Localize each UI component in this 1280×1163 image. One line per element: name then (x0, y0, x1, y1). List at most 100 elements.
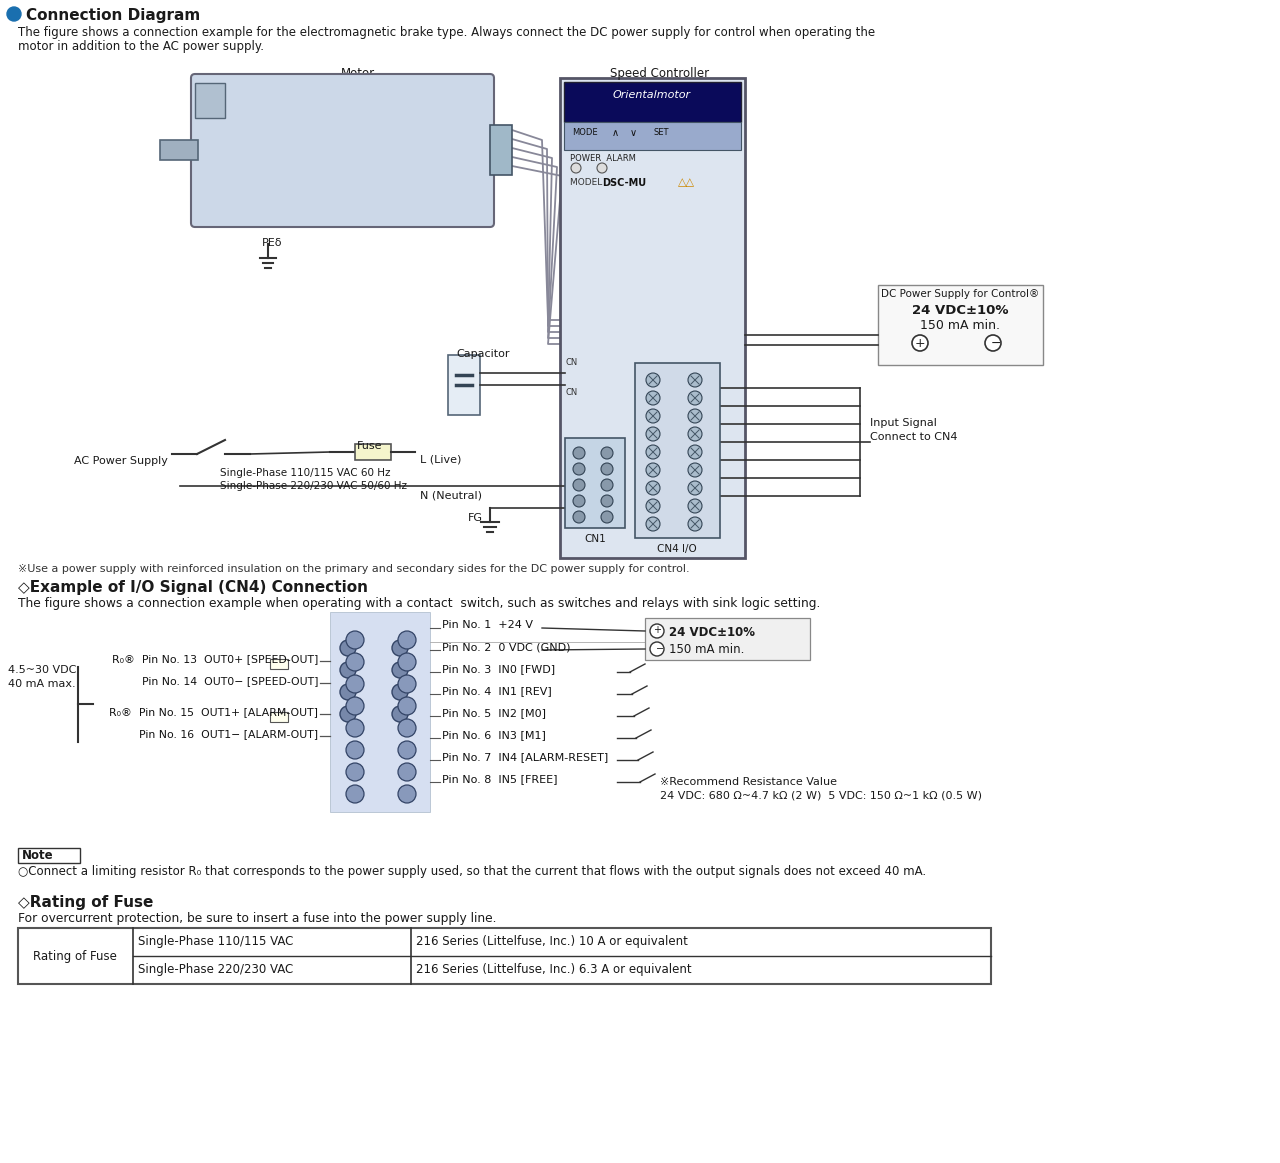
Circle shape (650, 625, 664, 638)
Circle shape (346, 652, 364, 671)
Text: ○Connect a limiting resistor R₀ that corresponds to the power supply used, so th: ○Connect a limiting resistor R₀ that cor… (18, 865, 927, 878)
Circle shape (346, 697, 364, 715)
Circle shape (689, 463, 701, 477)
Bar (355, 444, 390, 461)
Circle shape (602, 447, 613, 459)
Text: 150 mA min.: 150 mA min. (920, 319, 1000, 331)
Text: The figure shows a connection example for the electromagnetic brake type. Always: The figure shows a connection example fo… (18, 26, 876, 40)
Circle shape (602, 463, 613, 475)
Circle shape (646, 391, 660, 405)
Circle shape (573, 463, 585, 475)
Circle shape (596, 163, 607, 173)
Circle shape (573, 495, 585, 507)
Circle shape (646, 373, 660, 387)
Text: ◇Rating of Fuse: ◇Rating of Fuse (18, 896, 154, 909)
Text: MODE: MODE (572, 128, 598, 137)
Text: Note: Note (22, 849, 54, 862)
Circle shape (573, 447, 585, 459)
Circle shape (646, 499, 660, 513)
Text: AC Power Supply: AC Power Supply (74, 456, 168, 466)
Text: Pin No. 1  +24 V: Pin No. 1 +24 V (442, 620, 532, 630)
Text: Connect to CN4: Connect to CN4 (870, 431, 957, 442)
Circle shape (646, 481, 660, 495)
Text: ∨: ∨ (630, 128, 637, 138)
Text: ※Use a power supply with reinforced insulation on the primary and secondary side: ※Use a power supply with reinforced insu… (18, 564, 690, 575)
Circle shape (346, 741, 364, 759)
Text: CN: CN (564, 388, 577, 397)
Text: Pin No. 16  OUT1− [ALARM-OUT]: Pin No. 16 OUT1− [ALARM-OUT] (138, 729, 317, 739)
Text: 24 VDC: 680 Ω~4.7 kΩ (2 W)  5 VDC: 150 Ω~1 kΩ (0.5 W): 24 VDC: 680 Ω~4.7 kΩ (2 W) 5 VDC: 150 Ω~… (660, 791, 982, 801)
Bar (561, 78, 745, 558)
Text: −: − (655, 644, 664, 654)
Bar (878, 285, 1043, 365)
Text: MODEL: MODEL (570, 178, 605, 187)
Circle shape (650, 642, 664, 656)
Text: △△: △△ (678, 177, 695, 187)
Circle shape (602, 479, 613, 491)
Text: Pin No. 5  IN2 [M0]: Pin No. 5 IN2 [M0] (442, 708, 547, 718)
Text: PEδ: PEδ (262, 238, 283, 248)
Text: Speed Controller: Speed Controller (611, 67, 709, 80)
Circle shape (392, 662, 408, 678)
Text: DC Power Supply for Control®: DC Power Supply for Control® (881, 288, 1039, 299)
Circle shape (398, 763, 416, 782)
Circle shape (392, 684, 408, 700)
Bar (270, 712, 288, 722)
Text: Pin No. 4  IN1 [REV]: Pin No. 4 IN1 [REV] (442, 686, 552, 695)
Text: CN: CN (564, 358, 577, 368)
Text: Pin No. 6  IN3 [M1]: Pin No. 6 IN3 [M1] (442, 730, 545, 740)
Text: Pin No. 2  0 VDC (GND): Pin No. 2 0 VDC (GND) (442, 642, 571, 652)
Circle shape (689, 373, 701, 387)
Text: Orientalmotor: Orientalmotor (613, 90, 691, 100)
Text: +: + (915, 337, 925, 350)
Text: R₀®  Pin No. 15  OUT1+ [ALARM-OUT]: R₀® Pin No. 15 OUT1+ [ALARM-OUT] (109, 707, 317, 718)
Circle shape (392, 706, 408, 722)
Text: motor in addition to the AC power supply.: motor in addition to the AC power supply… (18, 40, 264, 53)
Text: R₀®  Pin No. 13  OUT0+ [SPEED-OUT]: R₀® Pin No. 13 OUT0+ [SPEED-OUT] (111, 654, 317, 664)
Circle shape (689, 409, 701, 423)
Bar (18, 848, 79, 863)
Text: FG: FG (468, 513, 483, 523)
Text: CN1: CN1 (584, 534, 605, 544)
Text: Single-Phase 110/115 VAC: Single-Phase 110/115 VAC (138, 935, 293, 948)
Circle shape (646, 463, 660, 477)
Circle shape (346, 632, 364, 649)
Text: 216 Series (Littelfuse, Inc.) 6.3 A or equivalent: 216 Series (Littelfuse, Inc.) 6.3 A or e… (416, 963, 691, 976)
Circle shape (340, 662, 356, 678)
Circle shape (689, 499, 701, 513)
Text: ※Recommend Resistance Value: ※Recommend Resistance Value (660, 777, 837, 787)
Circle shape (398, 741, 416, 759)
Text: Motor: Motor (340, 67, 375, 80)
Bar (160, 140, 198, 160)
Text: The figure shows a connection example when operating with a contact  switch, suc: The figure shows a connection example wh… (18, 597, 820, 611)
Circle shape (689, 445, 701, 459)
Circle shape (602, 495, 613, 507)
Circle shape (646, 518, 660, 531)
Bar (564, 83, 741, 122)
Text: Rating of Fuse: Rating of Fuse (33, 950, 116, 963)
Circle shape (346, 675, 364, 693)
Bar (635, 363, 719, 538)
Text: Single-Phase 110/115 VAC 60 Hz: Single-Phase 110/115 VAC 60 Hz (220, 468, 390, 478)
Text: Pin No. 14  OUT0− [SPEED-OUT]: Pin No. 14 OUT0− [SPEED-OUT] (142, 676, 317, 686)
Bar (330, 612, 430, 812)
Circle shape (346, 719, 364, 737)
Text: 216 Series (Littelfuse, Inc.) 10 A or equivalent: 216 Series (Littelfuse, Inc.) 10 A or eq… (416, 935, 687, 948)
Circle shape (6, 7, 20, 21)
Text: 24 VDC±10%: 24 VDC±10% (911, 304, 1009, 317)
Circle shape (646, 445, 660, 459)
Text: L (Live): L (Live) (420, 455, 461, 465)
Circle shape (340, 640, 356, 656)
Text: ◇Example of I/O Signal (CN4) Connection: ◇Example of I/O Signal (CN4) Connection (18, 580, 369, 595)
Text: +: + (653, 625, 660, 635)
Bar (18, 928, 991, 984)
Circle shape (646, 427, 660, 441)
Text: 4.5~30 VDC: 4.5~30 VDC (8, 665, 76, 675)
FancyBboxPatch shape (191, 74, 494, 227)
Circle shape (346, 785, 364, 802)
Text: Single-Phase 220/230 VAC 50/60 Hz: Single-Phase 220/230 VAC 50/60 Hz (220, 481, 407, 491)
Text: N (Neutral): N (Neutral) (420, 490, 483, 500)
Text: Pin No. 3  IN0 [FWD]: Pin No. 3 IN0 [FWD] (442, 664, 556, 675)
Circle shape (398, 785, 416, 802)
Circle shape (986, 335, 1001, 351)
